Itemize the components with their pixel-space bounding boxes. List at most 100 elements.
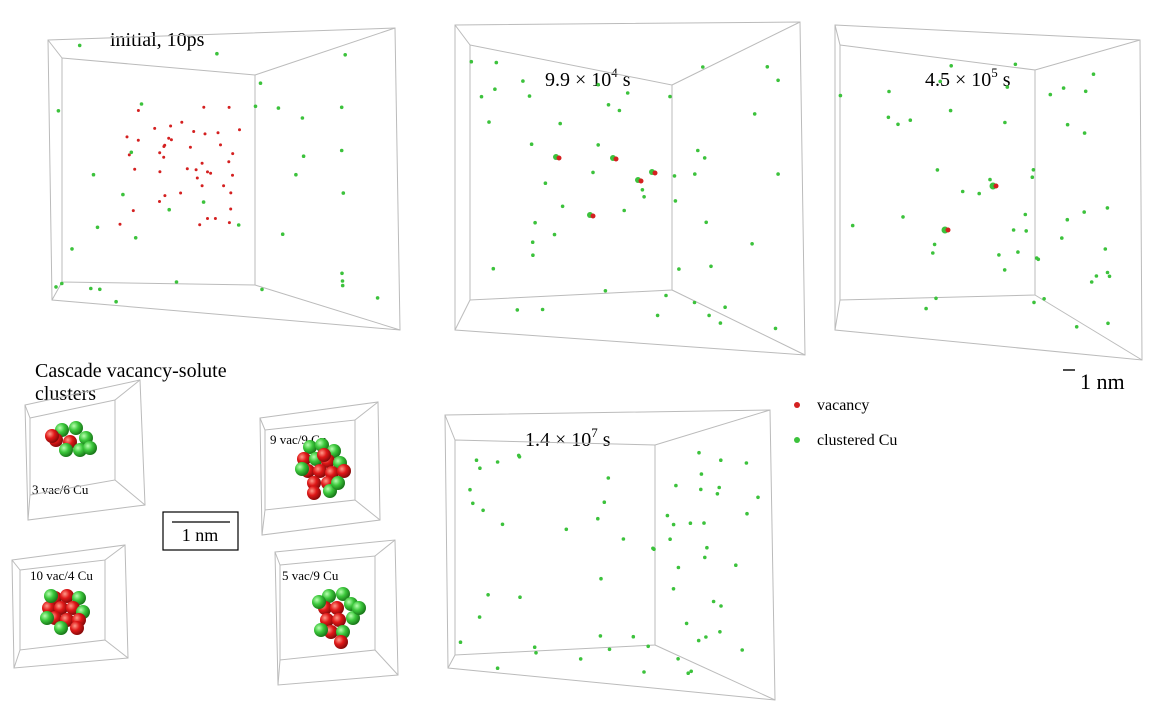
atom: [607, 476, 611, 480]
atom: [745, 461, 749, 465]
atom: [153, 127, 156, 130]
atom: [169, 125, 172, 128]
atom: [707, 314, 711, 318]
atom: [202, 200, 206, 204]
box-edge: [655, 645, 775, 700]
atom: [1032, 168, 1036, 172]
atom: [933, 243, 937, 247]
atom: [89, 287, 93, 291]
atom: [521, 79, 525, 83]
atom: [622, 209, 626, 213]
box-edge: [278, 660, 280, 685]
atom: [471, 502, 475, 506]
atom: [189, 146, 192, 149]
atom: [668, 537, 672, 541]
atom: [704, 635, 708, 639]
atom: [1031, 175, 1035, 179]
atom: [1042, 297, 1046, 301]
atom: [994, 184, 999, 189]
cluster-label: 10 vac/4 Cu: [30, 568, 93, 583]
atom: [528, 94, 532, 98]
atom: [717, 486, 721, 490]
atom: [340, 106, 344, 110]
atom: [596, 517, 600, 521]
box-face: [455, 440, 655, 655]
cluster-atom: [337, 464, 351, 478]
atom: [949, 64, 953, 68]
scale-label: 1 nm: [182, 525, 219, 545]
atom: [531, 240, 535, 244]
atom: [901, 215, 905, 219]
atom: [132, 209, 135, 212]
atom: [301, 116, 305, 120]
atom: [703, 156, 707, 160]
atom: [1075, 325, 1079, 329]
atom: [750, 242, 754, 246]
atom: [128, 153, 131, 156]
atom: [1090, 280, 1094, 284]
atom: [553, 233, 557, 237]
atom: [949, 109, 953, 113]
atom: [340, 149, 344, 153]
atom: [699, 488, 703, 492]
atom: [1049, 93, 1053, 97]
box-edge: [14, 650, 20, 668]
atom: [195, 168, 198, 171]
atom: [478, 615, 482, 619]
atom: [158, 200, 161, 203]
cluster-atom: [60, 589, 74, 603]
label-unit: s: [623, 69, 631, 91]
atom: [614, 157, 619, 162]
atom: [229, 208, 232, 211]
label-exponent: 4: [611, 65, 618, 80]
atom: [1106, 271, 1110, 275]
atom: [162, 145, 165, 148]
atom: [701, 65, 705, 69]
atom: [54, 285, 58, 289]
atom: [163, 194, 166, 197]
atom: [496, 666, 500, 670]
atom: [495, 61, 499, 65]
atom: [254, 105, 258, 109]
cluster-atom: [303, 440, 317, 454]
cluster-atom: [334, 635, 348, 649]
atom: [734, 563, 738, 567]
box-edge: [48, 40, 62, 58]
box-edge: [260, 418, 265, 430]
atom: [677, 267, 681, 271]
atom: [114, 300, 118, 304]
box-edge: [12, 560, 20, 570]
label-base: 1.4 × 10: [525, 429, 591, 451]
atom: [98, 288, 102, 292]
atom: [931, 251, 935, 255]
atom: [753, 112, 757, 116]
cluster-atom: [40, 611, 54, 625]
atom: [222, 184, 225, 187]
atom: [709, 265, 713, 269]
box-edge: [105, 640, 128, 658]
atom: [776, 79, 780, 83]
atom: [1106, 322, 1110, 326]
atom: [478, 466, 482, 470]
atom: [719, 458, 723, 462]
atom: [133, 168, 136, 171]
cluster-atom: [332, 613, 346, 627]
atom: [776, 172, 780, 176]
cluster-atom: [83, 441, 97, 455]
cluster-atom: [70, 621, 84, 635]
atom: [209, 172, 212, 175]
cluster-title: Cascade vacancy-solute: [35, 360, 227, 382]
atom: [1104, 247, 1108, 251]
atom: [646, 645, 650, 649]
atom: [60, 282, 64, 286]
atom: [641, 188, 645, 192]
atom: [1084, 90, 1088, 94]
atom: [703, 556, 707, 560]
atom: [1095, 274, 1099, 278]
atom: [558, 122, 562, 126]
label-base: 4.5 × 10: [925, 69, 991, 91]
atom: [626, 91, 630, 95]
atom: [180, 121, 183, 124]
atom: [544, 181, 548, 185]
atom: [1032, 301, 1036, 305]
